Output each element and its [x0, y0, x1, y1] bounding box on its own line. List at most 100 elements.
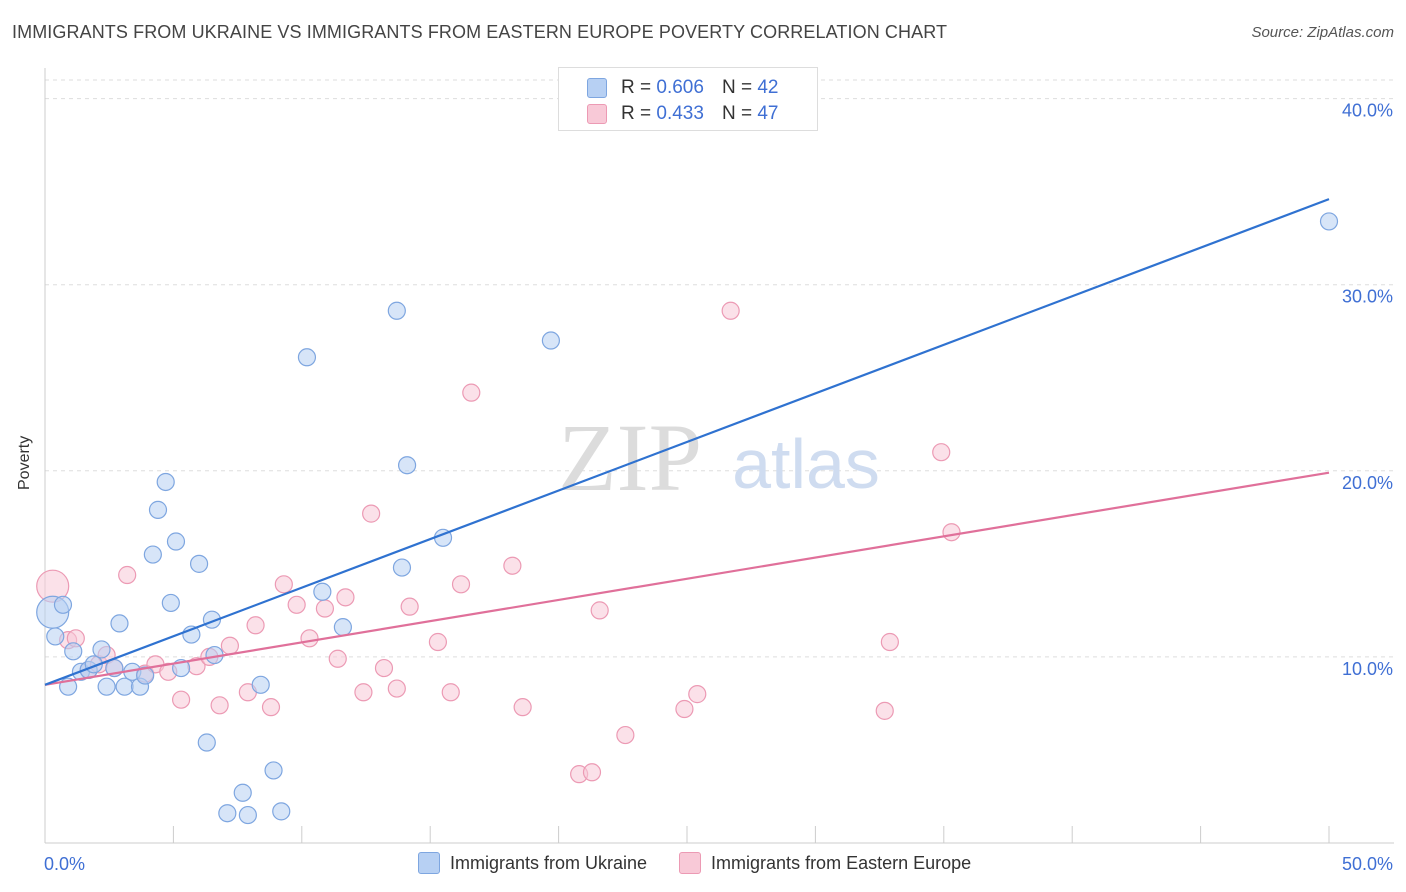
ukraine-point: [264, 761, 283, 780]
y-tick-label: 30.0%: [1342, 287, 1393, 307]
eastern-point: [328, 649, 347, 668]
y-tick-label: 20.0%: [1342, 473, 1393, 493]
eastern-point: [582, 763, 602, 782]
eastern-swatch: [587, 104, 607, 124]
eastern-point: [503, 556, 522, 575]
ukraine-point: [233, 783, 252, 802]
eastern-trend-line: [44, 471, 1330, 686]
eastern-point: [462, 383, 481, 402]
ukraine-point: [92, 640, 111, 659]
ukraine-point: [115, 677, 134, 696]
ukraine-point: [238, 805, 257, 825]
ukraine-point: [156, 472, 175, 492]
ukraine-point: [541, 331, 560, 350]
ukraine-swatch: [587, 78, 607, 98]
eastern-point: [932, 443, 951, 462]
eastern-point: [220, 636, 239, 655]
eastern-point: [513, 698, 532, 717]
eastern-point: [451, 575, 471, 594]
ukraine-legend-swatch: [418, 852, 440, 874]
ukraine-point: [161, 593, 180, 613]
eastern-point: [354, 683, 373, 702]
eastern-r-label: R =: [621, 103, 652, 124]
y-tick-label: 40.0%: [1342, 101, 1393, 121]
eastern-point: [274, 575, 293, 594]
eastern-legend-label: Immigrants from Eastern Europe: [711, 852, 972, 873]
eastern-point: [688, 685, 707, 704]
ukraine-n-label: N =: [721, 77, 753, 98]
ukraine-point: [166, 532, 186, 551]
ukraine-point: [297, 348, 317, 367]
eastern-point: [246, 616, 265, 635]
eastern-point: [315, 599, 335, 618]
axes: [44, 68, 1394, 844]
chart-title: IMMIGRANTS FROM UKRAINE VS IMMIGRANTS FR…: [12, 22, 948, 42]
ukraine-point: [218, 804, 237, 823]
ukraine-point: [197, 733, 216, 752]
ukraine-point: [397, 456, 417, 475]
gridlines: [45, 79, 1394, 658]
ukraine-point: [333, 618, 352, 637]
trend-lines: [44, 198, 1330, 686]
ukraine-point: [272, 802, 291, 821]
eastern-point: [721, 301, 740, 320]
ukraine-point: [97, 677, 116, 696]
ukraine-point: [53, 595, 73, 614]
ukraine-trend-line: [44, 198, 1330, 686]
ukraine-point: [136, 666, 155, 685]
eastern-point: [287, 595, 306, 614]
ukraine-point: [387, 301, 406, 320]
eastern-point: [875, 701, 894, 720]
eastern-point: [374, 658, 394, 678]
eastern-n-label: N =: [721, 103, 753, 124]
eastern-point: [300, 629, 319, 648]
eastern-point: [400, 597, 419, 616]
eastern-r-value: 0.433: [656, 103, 704, 124]
watermark-zip: ZIP: [558, 404, 702, 511]
correlation-legend: R = 0.606 N = 42 R = 0.433 N = 47: [558, 67, 818, 131]
x-tick-label-min: 0.0%: [44, 854, 85, 874]
ukraine-point: [313, 582, 332, 601]
ukraine-n-value: 42: [757, 77, 779, 98]
ukraine-point: [148, 500, 168, 519]
ukraine-point: [392, 558, 412, 577]
ukraine-r-value: 0.606: [656, 77, 704, 98]
ukraine-point: [251, 675, 270, 694]
eastern-point: [616, 725, 635, 745]
x-tick-label-max: 50.0%: [1342, 854, 1393, 874]
ukraine-point: [46, 627, 65, 646]
eastern-point: [590, 601, 609, 620]
ukraine-point: [110, 614, 129, 633]
legend-row-ukraine: R = 0.606 N = 42: [587, 76, 778, 100]
ukraine-r-label: R =: [621, 77, 652, 98]
ukraine-point: [64, 642, 83, 661]
legend-row-eastern: R = 0.433 N = 47: [587, 102, 778, 126]
y-axis-label: Poverty: [16, 435, 33, 490]
eastern-point: [210, 696, 229, 715]
eastern-point: [428, 632, 448, 652]
eastern-point: [942, 523, 961, 542]
eastern-point: [441, 683, 460, 702]
eastern-point: [387, 679, 406, 698]
legend-item-ukraine: Immigrants from Ukraine: [418, 852, 647, 874]
eastern-legend-swatch: [679, 852, 702, 874]
eastern-point: [880, 632, 899, 652]
tick-labels: 10.0% 20.0% 30.0% 40.0% 0.0% 50.0%: [44, 101, 1393, 874]
watermark-atlas: atlas: [732, 425, 880, 503]
eastern-point: [118, 565, 137, 585]
eastern-point: [261, 698, 281, 717]
eastern-point: [172, 690, 191, 709]
eastern-point: [675, 699, 694, 719]
data-points: [36, 212, 1339, 825]
ukraine-point: [1319, 212, 1339, 231]
watermark: ZIP atlas: [558, 404, 880, 511]
series-legend: Immigrants from Ukraine Immigrants from …: [418, 852, 1003, 874]
ukraine-point: [189, 554, 209, 573]
y-tick-label: 10.0%: [1342, 659, 1393, 679]
eastern-point: [336, 588, 355, 607]
ukraine-point: [143, 545, 162, 564]
source-credit: Source: ZipAtlas.com: [1251, 24, 1394, 41]
ukraine-legend-label: Immigrants from Ukraine: [450, 852, 648, 873]
legend-item-eastern: Immigrants from Eastern Europe: [679, 852, 971, 874]
